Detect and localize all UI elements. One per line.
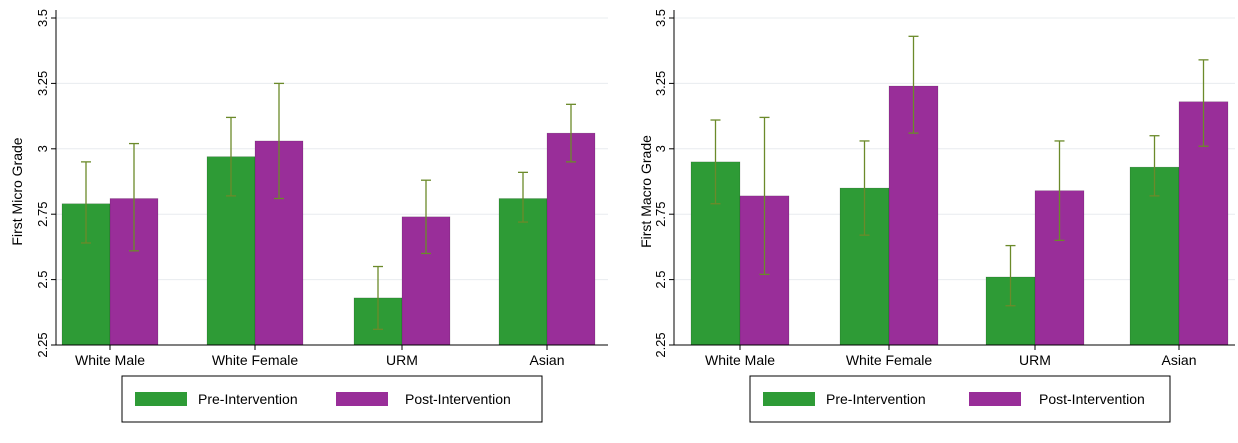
x-tick-label: Asian <box>1161 352 1196 368</box>
macro-grade-chart: 2.25 2.5 2.75 3 3.25 3.5 White Male White Femal… <box>638 9 1235 423</box>
error-bar <box>421 179 431 255</box>
legend: Pre-Intervention Post-Intervention <box>121 375 543 423</box>
error-bar <box>518 171 528 223</box>
legend-label-pre: Pre-Intervention <box>198 391 298 407</box>
pre-intervention-bar-asian <box>1129 166 1180 346</box>
micro-grade-chart-panel: 2.25 2.5 2.75 3 3.25 3.5 White Male White Femal… <box>9 9 608 423</box>
x-tick-label: URM <box>1019 352 1051 368</box>
x-tick-label: Asian <box>529 352 564 368</box>
y-tick-label: 2.75 <box>653 202 668 227</box>
y-tick-label: 3 <box>653 145 668 152</box>
error-bar <box>129 142 139 252</box>
y-tick-label: 3.25 <box>653 71 668 96</box>
y-tick-label: 2.25 <box>35 332 50 357</box>
micro-grade-chart: 2.25 2.5 2.75 3 3.25 3.5 White Male White Femal… <box>9 9 608 423</box>
error-bar <box>1198 59 1209 147</box>
legend-swatch-pre <box>135 392 187 406</box>
post-intervention-bar-asian <box>546 132 596 346</box>
y-tick-label: 3.5 <box>653 9 668 27</box>
x-tick-label: White Female <box>846 352 933 368</box>
y-tick-label: 3 <box>35 145 50 152</box>
legend-swatch-pre <box>763 392 815 406</box>
legend-label-pre: Pre-Intervention <box>826 391 926 407</box>
y-tick-label: 2.75 <box>35 202 50 227</box>
error-bar <box>710 119 721 205</box>
legend: Pre-Intervention Post-Intervention <box>749 375 1171 423</box>
x-tick-label: White Female <box>212 352 299 368</box>
y-tick-label: 3.25 <box>35 71 50 96</box>
legend-label-post: Post-Intervention <box>405 391 511 407</box>
error-bar <box>81 161 91 244</box>
y-tick-label: 3.5 <box>35 9 50 27</box>
error-bar <box>1005 244 1016 307</box>
error-bar <box>908 35 919 134</box>
x-tick-label: White Male <box>75 352 145 368</box>
x-tick-label: URM <box>386 352 418 368</box>
y-axis-title: First Macro Grade <box>638 135 654 248</box>
error-bar <box>859 140 870 236</box>
legend-swatch-post <box>969 392 1021 406</box>
y-tick-label: 2.5 <box>653 271 668 289</box>
error-bar <box>373 265 383 330</box>
y-axis-title: First Micro Grade <box>9 137 25 245</box>
y-tick-label: 2.5 <box>35 271 50 289</box>
error-bar <box>566 103 576 163</box>
error-bar <box>1054 140 1065 242</box>
legend-swatch-post <box>336 392 388 406</box>
error-bar <box>759 116 770 276</box>
error-bar <box>1149 135 1160 197</box>
error-bar <box>274 82 284 200</box>
legend-box <box>749 375 1171 423</box>
error-bar <box>226 116 236 197</box>
macro-grade-chart-panel: 2.25 2.5 2.75 3 3.25 3.5 White Male White Femal… <box>619 0 1238 443</box>
legend-label-post: Post-Intervention <box>1039 391 1145 407</box>
pre-intervention-bar-asian <box>498 198 548 346</box>
y-tick-label: 2.25 <box>653 332 668 357</box>
x-tick-label: White Male <box>705 352 775 368</box>
legend-box <box>121 375 543 423</box>
